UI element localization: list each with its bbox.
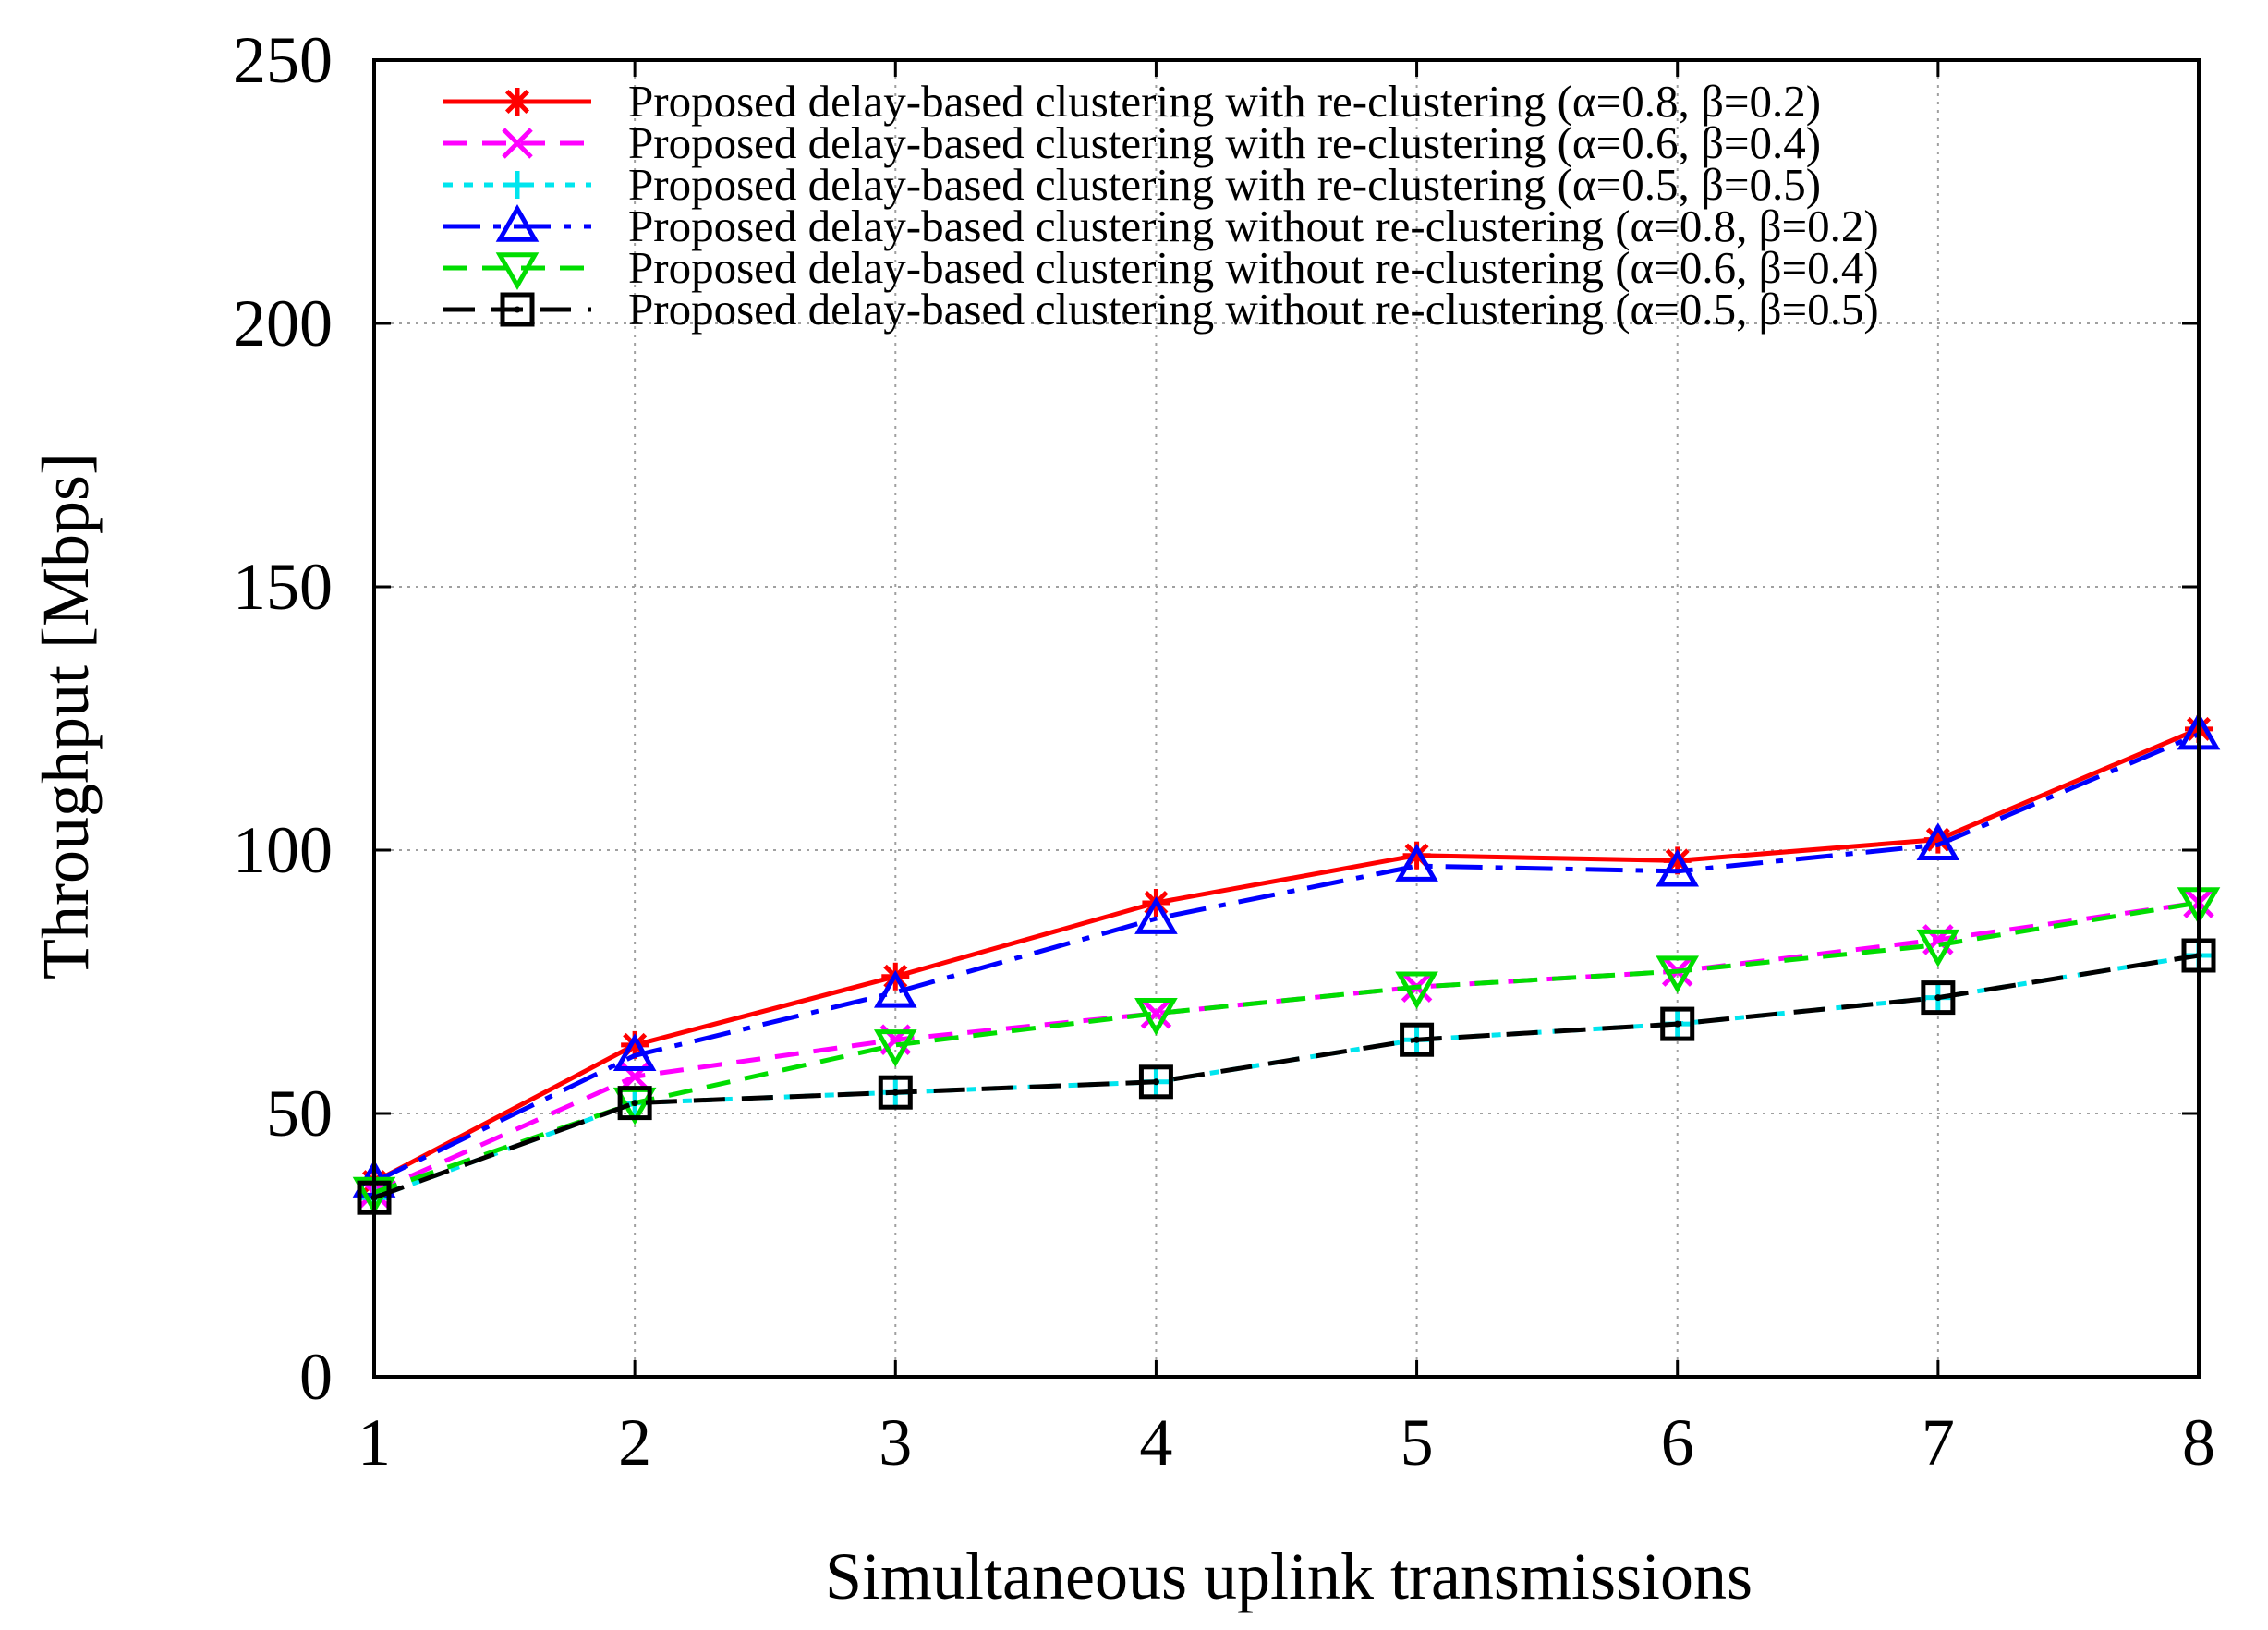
data-point <box>1660 1006 1695 1041</box>
data-point <box>612 1033 657 1072</box>
x-tick-label: 2 <box>618 1405 651 1479</box>
legend-label: Proposed delay-based clustering without … <box>628 242 1879 293</box>
data-point <box>878 1075 913 1110</box>
legend-entry-6: Proposed delay-based clustering without … <box>443 284 1879 335</box>
legend-entry-4: Proposed delay-based clustering without … <box>443 201 1879 251</box>
legend-entry-2: Proposed delay-based clustering with re-… <box>443 117 1821 168</box>
data-point <box>1138 1064 1173 1100</box>
y-axis-title: Throughput [Mbps] <box>29 453 103 979</box>
series-line <box>372 900 2200 1195</box>
data-point <box>1916 929 1960 967</box>
data-point <box>1134 997 1178 1036</box>
data-point <box>617 1086 652 1121</box>
legend-label: Proposed delay-based clustering with re-… <box>628 76 1821 127</box>
legend-marker <box>495 252 540 291</box>
series-line <box>372 726 2200 1185</box>
axes: 1 2 3 4 5 6 7 8 0 50 100 150 200 250 <box>233 23 2215 1479</box>
legend: Proposed delay-based clustering with re-… <box>443 76 1879 335</box>
legend-marker <box>495 203 540 242</box>
x-tick-label: 6 <box>1661 1405 1694 1479</box>
x-axis-title: Simultaneous uplink transmissions <box>825 1539 1753 1613</box>
y-tick-label: 50 <box>266 1077 333 1150</box>
series-line <box>372 732 2200 1185</box>
data-point <box>1134 896 1178 934</box>
legend-label: Proposed delay-based clustering with re-… <box>628 117 1821 168</box>
legend-label: Proposed delay-based clustering without … <box>628 201 1879 251</box>
y-tick-label: 150 <box>233 550 333 624</box>
x-tick-label: 8 <box>2182 1405 2215 1479</box>
legend-entry-5: Proposed delay-based clustering without … <box>443 242 1879 293</box>
series-line <box>373 900 2200 1195</box>
data-point <box>1656 955 1700 994</box>
legend-marker <box>500 292 535 327</box>
data-point <box>1921 980 1956 1016</box>
legend-entry-3: Proposed delay-based clustering with re-… <box>443 159 1821 210</box>
x-tick-label: 5 <box>1401 1405 1434 1479</box>
legend-marker <box>503 88 531 116</box>
x-tick-label: 4 <box>1139 1405 1172 1479</box>
legend-marker <box>502 128 533 159</box>
grid <box>374 60 2199 1377</box>
data-point <box>1916 822 1960 861</box>
data-point <box>1395 971 1438 1010</box>
y-tick-label: 0 <box>299 1340 333 1414</box>
y-tick-label: 100 <box>233 813 333 887</box>
data-point <box>1400 1022 1435 1057</box>
x-tick-label: 7 <box>1922 1405 1955 1479</box>
data-point <box>1395 844 1438 882</box>
series-lines <box>352 712 2221 1215</box>
y-tick-label: 200 <box>233 286 333 360</box>
data-point <box>873 969 917 1008</box>
legend-entry-1: Proposed delay-based clustering with re-… <box>443 76 1821 127</box>
legend-label: Proposed delay-based clustering with re-… <box>628 159 1821 210</box>
x-tick-label: 1 <box>358 1405 391 1479</box>
legend-marker <box>503 171 531 199</box>
data-point <box>1656 848 1700 887</box>
series-4 <box>352 712 2221 1198</box>
plot-frame <box>372 58 2201 1379</box>
data-point <box>1140 997 1172 1029</box>
y-tick-label: 250 <box>233 23 333 97</box>
series-line <box>373 953 2200 1200</box>
data-point <box>873 1029 917 1067</box>
x-tick-label: 3 <box>879 1405 912 1479</box>
legend-label: Proposed delay-based clustering without … <box>628 284 1879 335</box>
